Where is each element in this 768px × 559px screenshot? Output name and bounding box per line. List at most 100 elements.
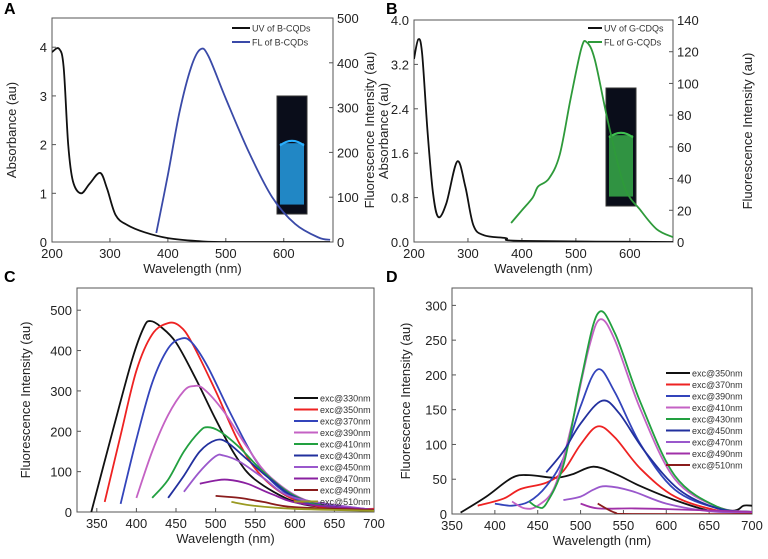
series-line-exc-370nm [119,337,374,511]
legend-label: exc@470nm [692,438,743,448]
x-tick-label: 700 [363,516,385,531]
legend-label: exc@350nm [320,405,371,415]
series-line-fl-of-g-cqds [510,39,673,239]
y2-tick-label: 120 [677,45,699,60]
x-tick-label: 350 [86,516,108,531]
x-axis-label: Wavelength (nm) [494,261,593,276]
y-tick-label: 100 [425,437,447,452]
x-tick-label: 350 [441,518,463,533]
x-tick-label: 200 [41,246,63,261]
series-line-uv-of-g-cdqs [414,38,673,242]
y-axis-label: Absorbance (au) [376,83,391,179]
panel-c: C 350 400 450 500 550 600 650 700 0 100 200 300 400 50… [4,269,385,546]
legend-label: exc@450nm [692,426,743,436]
y-tick-label: 2.4 [391,102,409,117]
y2-tick-label: 80 [677,108,691,123]
y-tick-label: 150 [425,403,447,418]
y-tick-label: 1.6 [391,146,409,161]
y-tick-label: 4.0 [391,13,409,28]
x-tick-label: 300 [457,246,479,261]
y2-tick-label: 40 [677,172,691,187]
legend-label: UV of G-CDQs [604,24,664,34]
panel-b: B 200 300 400 500 600 0.0 0.8 1.6 2.4 3.2 4.0 0 20 40 6… [376,1,755,276]
legend-label: exc@390nm [320,428,371,438]
x-tick-label: 400 [126,516,148,531]
legend-label: exc@330nm [320,394,371,404]
x-axis-label: Wavelength (nm) [176,531,275,546]
y2-tick-label: 100 [677,76,699,91]
x-tick-label: 600 [619,246,641,261]
y-tick-label: 2 [40,138,47,153]
x-tick-label: 600 [655,518,677,533]
y2-tick-label: 100 [337,190,359,205]
legend-label: exc@430nm [320,451,371,461]
cuvette-meniscus [279,139,305,147]
legend-label: exc@490nm [692,449,743,459]
legend-label: exc@470nm [320,474,371,484]
x-tick-label: 400 [511,246,533,261]
series-line-exc-470nm [199,478,374,511]
x-tick-label: 650 [324,516,346,531]
x-tick-label: 450 [165,516,187,531]
y2-tick-label: 140 [677,13,699,28]
panel-label: D [386,269,398,286]
series-line-exc-450nm [545,399,752,513]
plot-frame [76,287,375,513]
y-tick-label: 50 [433,472,447,487]
legend-label: UV of B-CQDs [252,24,311,34]
series-line-exc-510nm [597,502,752,514]
y-tick-label: 200 [50,424,72,439]
y-tick-label: 300 [425,298,447,313]
x-axis-label: Wavelength (nm) [143,261,242,276]
plot-frame [51,17,334,243]
legend-label: exc@370nm [692,380,743,390]
series-line-exc-430nm [167,438,374,511]
series-line-exc-510nm [231,501,374,512]
series-line-exc-330nm [90,320,374,512]
legend-label: FL of G-CQDs [604,38,662,48]
y-tick-label: 0.8 [391,191,409,206]
legend-label: FL of B-CQDs [252,38,309,48]
y-tick-label: 300 [50,384,72,399]
x-tick-label: 500 [205,516,227,531]
plot-frame [451,287,753,515]
series-line-exc-370nm [477,425,752,514]
x-tick-label: 550 [244,516,266,531]
y-tick-label: 0 [440,507,447,522]
x-tick-label: 600 [284,516,306,531]
y2-tick-label: 0 [677,235,684,250]
x-tick-label: 400 [157,246,179,261]
x-tick-label: 400 [484,518,506,533]
series-line-fl-of-b-cqds [155,47,331,241]
y2-tick-label: 400 [337,56,359,71]
y-tick-label: 0 [65,505,72,520]
legend-label: exc@430nm [692,415,743,425]
y2-axis-label: Fluorescence Intensity (au) [362,52,377,209]
cuvette-photo-inset [276,95,308,215]
x-tick-label: 450 [527,518,549,533]
y-tick-label: 0 [40,235,47,250]
x-tick-label: 200 [403,246,425,261]
cuvette-photo-inset [605,87,637,207]
y-tick-label: 1 [40,186,47,201]
x-tick-label: 500 [565,246,587,261]
y-axis-label: Fluorescence Intensity (au) [398,323,413,480]
x-tick-label: 700 [741,518,763,533]
panel-label: A [4,1,16,18]
y2-tick-label: 200 [337,145,359,160]
y2-tick-label: 300 [337,101,359,116]
x-tick-label: 500 [215,246,237,261]
series-line-exc-410nm [511,318,752,513]
panel-label: C [4,269,16,286]
series-line-exc-490nm [215,495,374,511]
x-tick-label: 500 [570,518,592,533]
legend-label: exc@510nm [692,461,743,471]
cuvette-solution [280,143,304,205]
y-tick-label: 3 [40,89,47,104]
legend-label: exc@370nm [320,417,371,427]
legend-label: exc@510nm [320,497,371,507]
legend-label: exc@410nm [320,440,371,450]
y-tick-label: 200 [425,368,447,383]
legend-label: exc@450nm [320,463,371,473]
y-axis-label: Absorbance (au) [4,82,19,178]
